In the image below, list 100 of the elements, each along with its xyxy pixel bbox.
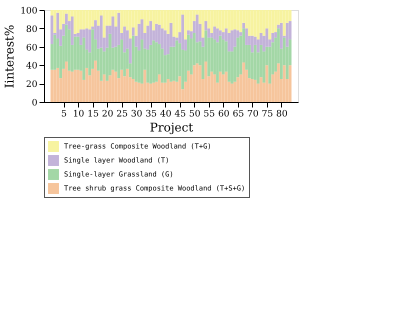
bar [166, 10, 170, 34]
bar [280, 22, 283, 49]
bar [218, 10, 222, 30]
bar [50, 70, 54, 102]
bar [213, 26, 216, 40]
bar [91, 10, 94, 27]
bar [120, 70, 124, 102]
bar [155, 24, 158, 42]
x-tick-label: 30 [130, 110, 143, 120]
bar [250, 10, 254, 36]
bar [178, 76, 182, 102]
y-axis-title: Iinterest% [2, 24, 16, 88]
bar [88, 10, 92, 30]
bar [274, 10, 277, 32]
bar [242, 62, 246, 102]
bar [70, 72, 74, 102]
bar [218, 72, 222, 102]
bar [202, 10, 204, 38]
bar [96, 10, 100, 26]
y-tick-label: 80 [26, 24, 38, 35]
x-axis-title: Project [150, 120, 194, 134]
bar [245, 28, 248, 45]
bar [80, 29, 82, 45]
bar [158, 10, 161, 25]
x-tick-label: 75 [262, 110, 274, 120]
y-tick-label: 20 [26, 80, 38, 90]
bar [82, 38, 86, 80]
bar [170, 46, 172, 82]
bar [74, 70, 77, 102]
bar [282, 10, 286, 36]
bar [230, 30, 234, 52]
x-tick-label: 65 [232, 110, 244, 120]
bar [114, 72, 118, 102]
bar [277, 63, 280, 102]
bar [74, 10, 77, 34]
bar [288, 65, 292, 102]
bar [181, 14, 184, 50]
bar [224, 72, 228, 102]
bar [274, 32, 277, 38]
y-tick-label: 60 [26, 43, 38, 54]
x-tick-label: 55 [204, 110, 216, 120]
bar [242, 22, 246, 28]
bar [196, 63, 199, 102]
x-tick-label: 70 [247, 110, 259, 120]
bar [158, 24, 161, 44]
bar [192, 65, 196, 102]
bar [94, 60, 97, 102]
bar [134, 10, 138, 36]
bar [164, 82, 167, 102]
bar [134, 82, 138, 102]
x-tick-label: 15 [87, 110, 100, 120]
x-tick-label: 35 [145, 110, 158, 120]
bar [196, 14, 199, 42]
bar [248, 44, 251, 78]
bar [82, 10, 86, 30]
bar [204, 62, 208, 102]
bar [184, 10, 187, 40]
bar [50, 16, 54, 44]
bar [166, 79, 170, 102]
x-tick-label: 80 [276, 110, 288, 120]
bar [248, 10, 251, 36]
bar [80, 70, 82, 102]
bar [140, 39, 144, 84]
bar [59, 10, 62, 30]
bar [236, 77, 240, 102]
bar [172, 10, 176, 37]
bar [152, 10, 155, 30]
bar [132, 27, 135, 36]
bar [288, 10, 292, 22]
bar [155, 42, 158, 82]
bar [164, 30, 167, 56]
bar [106, 26, 108, 48]
x-tick-label: 40 [160, 110, 172, 120]
bar [120, 10, 124, 33]
bar [282, 65, 286, 102]
bar [143, 70, 146, 102]
bar [112, 16, 114, 48]
bar [85, 10, 88, 28]
x-tick-label: 45 [174, 110, 186, 120]
y-tick-label: 100 [20, 6, 38, 16]
bar [76, 36, 80, 70]
y-tick-label: 40 [26, 62, 38, 72]
bar [187, 70, 190, 102]
x-tick-label: 20 [102, 110, 114, 120]
bar [149, 84, 152, 102]
bar [256, 10, 260, 40]
bar [187, 30, 190, 35]
bar [100, 48, 103, 81]
bar [108, 10, 112, 26]
bar [123, 26, 126, 52]
x-tick-label: 10 [72, 110, 85, 120]
bar [216, 28, 219, 42]
bar [158, 74, 161, 102]
x-tick-label: 50 [189, 110, 201, 120]
bar [265, 65, 268, 102]
bar [210, 72, 214, 102]
x-tick-label: 25 [116, 110, 128, 120]
bar [74, 36, 77, 70]
x-tick-label: 60 [218, 110, 230, 120]
y-tick-label: 0 [32, 98, 38, 108]
